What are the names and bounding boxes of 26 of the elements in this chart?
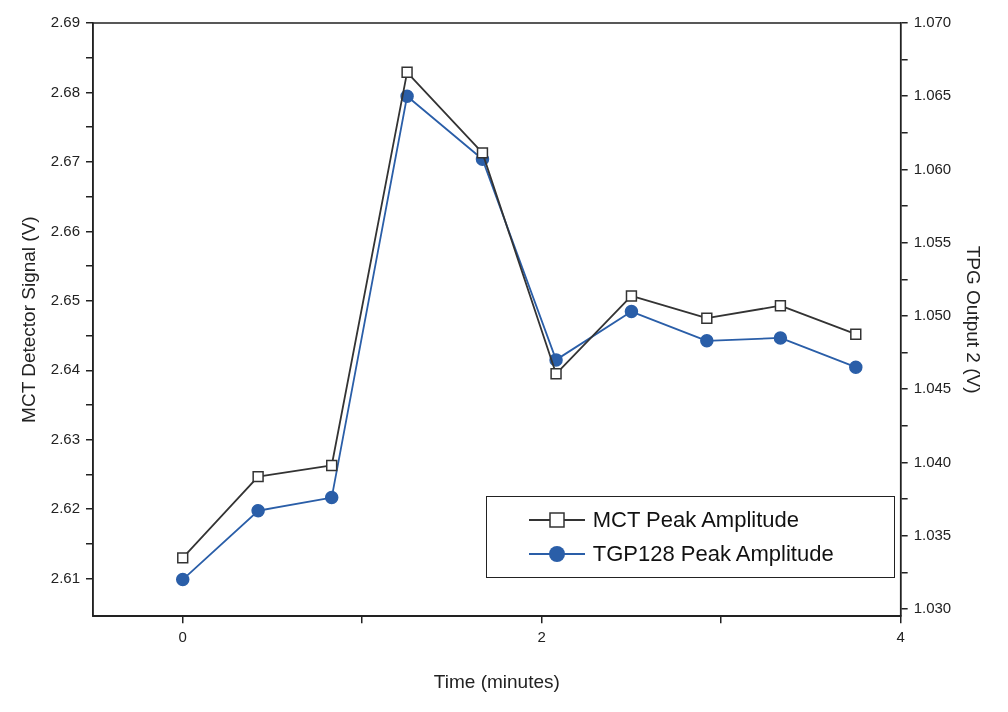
legend-label: MCT Peak Amplitude — [592, 507, 799, 534]
y2-tick-label: 1.045 — [913, 379, 952, 397]
y-tick-label: 2.68 — [50, 82, 80, 100]
legend-label: TGP128 Peak Amplitude — [592, 541, 834, 568]
y-tick-label: 2.62 — [50, 499, 80, 517]
y2-tick-label: 1.055 — [913, 232, 952, 250]
y2-tick-label: 1.035 — [913, 525, 952, 543]
y2-tick-label: 1.040 — [913, 452, 952, 470]
y2-tick-label: 1.030 — [913, 599, 952, 617]
y-tick-label: 2.63 — [50, 429, 80, 447]
x-tick-label: 0 — [178, 628, 187, 646]
y-tick-label: 2.67 — [50, 152, 80, 170]
y-tick-label: 2.65 — [50, 290, 80, 308]
y-tick-label: 2.64 — [50, 360, 80, 378]
x-tick-label: 2 — [537, 628, 546, 646]
y2-tick-label: 1.060 — [913, 159, 952, 177]
y2-tick-label: 1.070 — [913, 13, 952, 31]
y-tick-label: 2.69 — [50, 13, 80, 31]
y-tick-label: 2.61 — [50, 568, 80, 586]
y2-axis-title: TPG Output 2 (V) — [963, 245, 985, 394]
y-tick-label: 2.66 — [50, 221, 80, 239]
x-tick-label: 4 — [896, 628, 905, 646]
x-axis-title: Time (minutes) — [433, 670, 560, 692]
y-axis-title: MCT Detector Signal (V) — [17, 216, 39, 423]
y2-tick-label: 1.050 — [913, 306, 952, 324]
y2-tick-label: 1.065 — [913, 86, 952, 104]
